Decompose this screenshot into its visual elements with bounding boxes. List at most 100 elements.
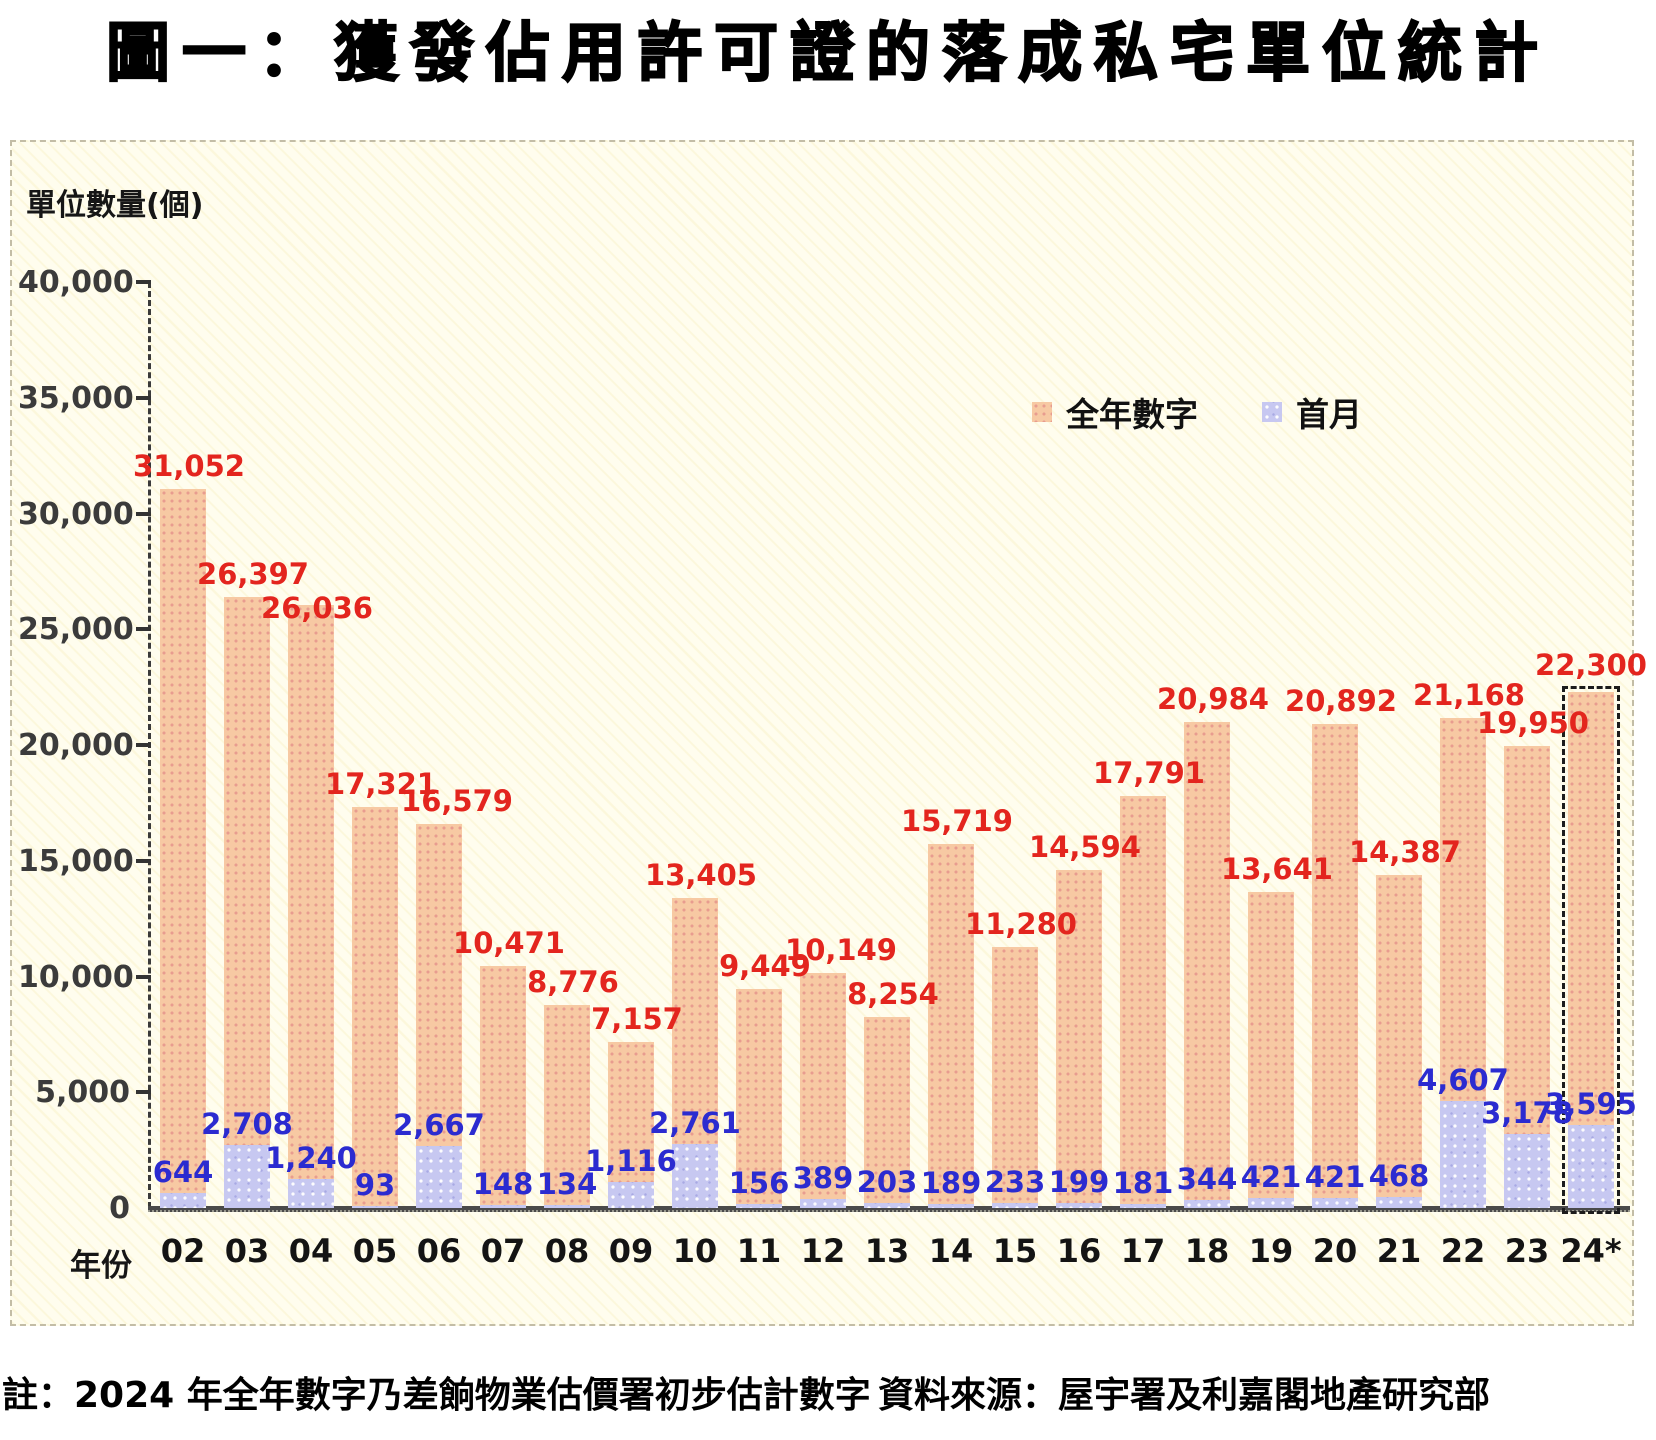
- y-tick-label-15000: 15,000: [18, 843, 134, 879]
- label-annual-03: 26,397: [197, 557, 309, 591]
- bar-annual-05: [352, 807, 398, 1208]
- bar-month-12: [800, 1199, 846, 1208]
- bar-month-17: [1120, 1204, 1166, 1208]
- label-month-08: 134: [536, 1167, 598, 1201]
- x-tick-03: 03: [224, 1232, 270, 1270]
- label-annual-04: 26,036: [261, 591, 373, 625]
- label-annual-14: 15,719: [901, 804, 1013, 838]
- label-annual-05: 17,321: [325, 767, 437, 801]
- chart-title: 圖一：獲發佔用許可證的落成私宅單位統計: [105, 16, 1550, 92]
- x-tick-04: 04: [288, 1232, 334, 1270]
- label-annual-24*: 22,300: [1535, 648, 1647, 682]
- bar-month-23: [1504, 1134, 1550, 1208]
- bar-month-09: [608, 1182, 654, 1208]
- y-tick-label-10000: 10,000: [18, 959, 134, 995]
- label-month-23: 3,178: [1481, 1096, 1573, 1130]
- bar-month-22: [1440, 1101, 1486, 1208]
- bar-month-24*: [1568, 1125, 1614, 1208]
- chart-frame: 單位數量(個) 全年數字 首月 0 5,000 10,000 15,000 20,000…: [10, 140, 1647, 1326]
- y-tick-label-20000: 20,000: [18, 728, 134, 763]
- label-annual-23: 19,950: [1477, 706, 1589, 740]
- label-annual-08: 8,776: [527, 965, 619, 999]
- bar-annual-19: [1248, 892, 1294, 1208]
- label-month-20: 421: [1304, 1160, 1366, 1194]
- bar-month-14: [928, 1204, 974, 1208]
- legend-swatch-annual: [1032, 402, 1052, 422]
- bar-month-15: [992, 1203, 1038, 1208]
- footnote: 註：2024 年全年數字乃差餉物業估價署初步估計數字: [2, 1375, 871, 1416]
- legend-swatch-first-month: [1262, 402, 1282, 422]
- label-annual-20: 20,892: [1285, 684, 1397, 718]
- label-month-24*: 3,595: [1545, 1087, 1637, 1121]
- x-tick-07: 07: [480, 1232, 526, 1270]
- label-annual-09: 7,157: [591, 1002, 683, 1036]
- x-tick-24*: 24*: [1560, 1232, 1622, 1270]
- label-month-02: 644: [152, 1155, 214, 1189]
- label-month-16: 199: [1048, 1165, 1110, 1199]
- label-month-03: 2,708: [201, 1107, 293, 1141]
- bar-annual-03: [224, 597, 270, 1208]
- bar-annual-07: [480, 966, 526, 1208]
- bar-annual-17: [1120, 796, 1166, 1208]
- bar-annual-16: [1056, 870, 1102, 1208]
- bar-annual-11: [736, 989, 782, 1208]
- x-tick-20: 20: [1312, 1232, 1358, 1270]
- y-tick-mark-15000: [136, 858, 151, 863]
- x-tick-17: 17: [1120, 1232, 1166, 1270]
- data-source: 資料來源：屋宇署及利嘉閣地產研究部: [878, 1375, 1491, 1416]
- legend-label-annual: 全年數字: [1066, 395, 1198, 434]
- bar-month-13: [864, 1203, 910, 1208]
- bar-month-02: [160, 1193, 206, 1208]
- bar-month-10: [672, 1144, 718, 1208]
- x-tick-18: 18: [1184, 1232, 1230, 1270]
- y-tick-mark-30000: [136, 511, 151, 516]
- label-month-11: 156: [728, 1166, 790, 1200]
- label-month-17: 181: [1112, 1166, 1174, 1200]
- label-month-21: 468: [1368, 1159, 1430, 1193]
- y-tick-label-40000: 40,000: [18, 265, 134, 300]
- bar-month-11: [736, 1204, 782, 1208]
- label-annual-11: 9,449: [719, 949, 811, 983]
- bar-annual-23: [1504, 746, 1550, 1208]
- bar-annual-09: [608, 1042, 654, 1208]
- label-month-04: 1,240: [265, 1141, 357, 1175]
- bar-annual-15: [992, 947, 1038, 1208]
- label-month-07: 148: [472, 1167, 534, 1201]
- label-month-15: 233: [984, 1165, 1046, 1199]
- label-annual-22: 21,168: [1413, 678, 1525, 712]
- bar-annual-12: [800, 973, 846, 1208]
- bar-month-19: [1248, 1198, 1294, 1208]
- label-month-13: 203: [856, 1165, 918, 1199]
- y-tick-mark-35000: [136, 395, 151, 400]
- bar-month-21: [1376, 1197, 1422, 1208]
- x-tick-14: 14: [928, 1232, 974, 1270]
- x-tick-11: 11: [736, 1232, 782, 1270]
- bar-month-03: [224, 1145, 270, 1208]
- x-tick-12: 12: [800, 1232, 846, 1270]
- x-tick-21: 21: [1376, 1232, 1422, 1270]
- bar-month-18: [1184, 1200, 1230, 1208]
- label-month-18: 344: [1176, 1162, 1238, 1196]
- x-axis-line: [148, 1206, 1630, 1212]
- bar-month-20: [1312, 1198, 1358, 1208]
- label-annual-06: 16,579: [401, 784, 513, 818]
- bar-annual-21: [1376, 875, 1422, 1208]
- label-month-06: 2,667: [393, 1108, 485, 1142]
- label-annual-18: 20,984: [1157, 682, 1269, 716]
- label-month-05: 93: [354, 1168, 396, 1202]
- bar-annual-20: [1312, 724, 1358, 1208]
- y-tick-mark-25000: [136, 627, 151, 632]
- bar-annual-02: [160, 489, 206, 1208]
- bar-month-04: [288, 1179, 334, 1208]
- bar-month-08: [544, 1205, 590, 1208]
- label-month-22: 4,607: [1417, 1063, 1509, 1097]
- x-tick-10: 10: [672, 1232, 718, 1270]
- label-month-14: 189: [920, 1166, 982, 1200]
- bar-annual-18: [1184, 722, 1230, 1208]
- label-month-09: 1,116: [585, 1144, 677, 1178]
- x-tick-13: 13: [864, 1232, 910, 1270]
- label-annual-19: 13,641: [1221, 852, 1333, 886]
- label-annual-02: 31,052: [133, 449, 245, 483]
- y-tick-label-35000: 35,000: [18, 380, 134, 416]
